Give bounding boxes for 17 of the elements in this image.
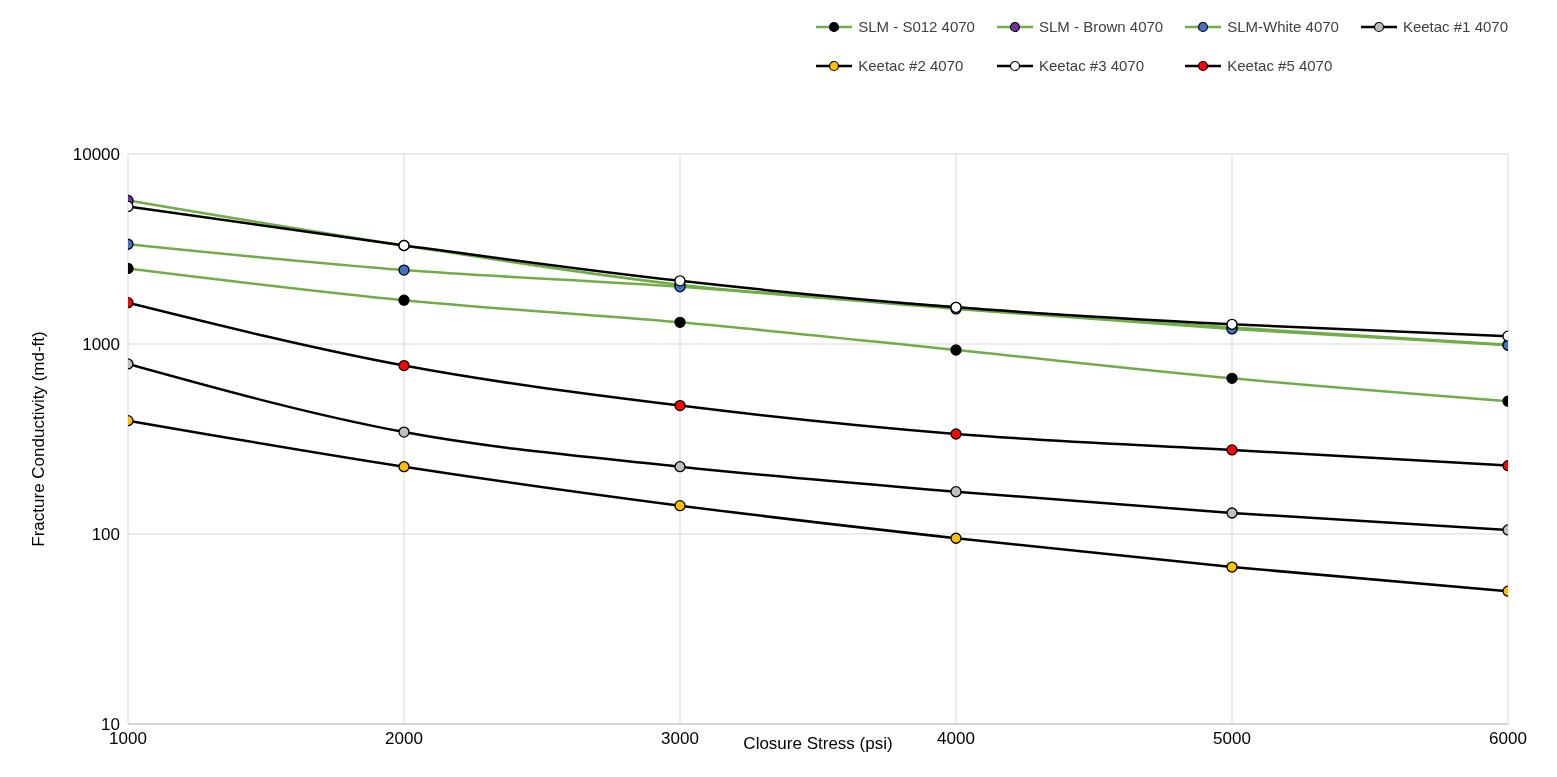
legend-label: SLM - Brown 4070 xyxy=(1038,18,1164,35)
x-tick-label: 5000 xyxy=(1213,729,1251,749)
legend-label: SLM-White 4070 xyxy=(1227,18,1339,35)
x-tick-label: 3000 xyxy=(661,729,699,749)
legend-label: Keetac #1 4070 xyxy=(1402,18,1508,35)
y-tick-label: 1000 xyxy=(82,335,120,355)
y-tick-label: 100 xyxy=(91,525,120,545)
x-tick-label: 2000 xyxy=(385,729,423,749)
x-axis-title: Closure Stress (psi) xyxy=(743,734,893,753)
x-tick-label: 4000 xyxy=(937,729,975,749)
y-axis-title: Fracture Conductivity (md-ft) xyxy=(29,331,49,547)
y-tick-label: 10000 xyxy=(72,145,120,165)
legend-label: Keetac #2 4070 xyxy=(858,57,964,74)
legend-label: Keetac #3 4070 xyxy=(1038,57,1145,74)
legend-label: SLM - S012 4070 xyxy=(858,18,975,35)
x-tick-label: 6000 xyxy=(1489,729,1527,749)
legend-label: Keetac #5 4070 xyxy=(1227,57,1333,74)
